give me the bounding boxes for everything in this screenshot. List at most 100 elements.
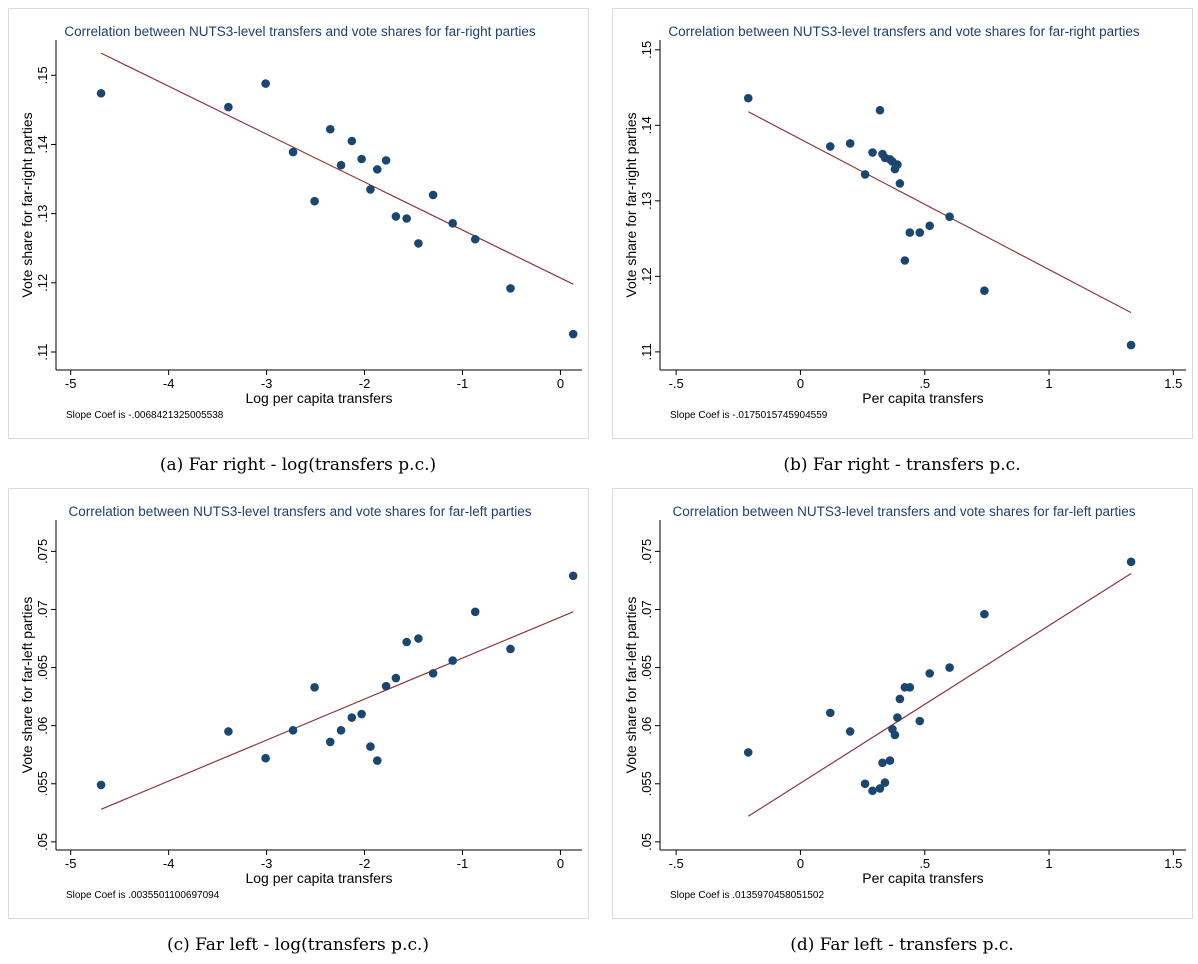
data-point: [224, 102, 233, 112]
y-tick-label: .075: [35, 539, 50, 564]
data-point: [885, 756, 895, 765]
data-point: [336, 726, 346, 735]
data-point: [860, 779, 870, 789]
x-tick-label: -.5: [669, 376, 684, 391]
y-tick-label: .15: [35, 66, 50, 84]
chart-title: Correlation between NUTS3-level transfer…: [668, 24, 1139, 39]
data-point: [336, 160, 346, 170]
data-point: [372, 165, 382, 174]
data-point: [893, 713, 902, 722]
slope-note: Slope Coef is .0035501100697094: [66, 890, 220, 901]
data-point: [414, 239, 423, 248]
y-tick-label: .14: [639, 116, 654, 134]
y-tick-label: .11: [35, 343, 50, 360]
y-tick-label: .055: [35, 771, 50, 796]
y-tick-label: .07: [35, 600, 50, 618]
data-point: [357, 154, 366, 164]
data-point: [96, 780, 106, 790]
slope-note: Slope Coef is -.0175015745904559: [670, 410, 828, 421]
data-point: [96, 88, 106, 98]
x-axis-label: Log per capita transfers: [245, 870, 392, 886]
y-tick-label: .06: [35, 717, 50, 735]
y-tick-label: .065: [35, 655, 50, 680]
data-point: [366, 742, 375, 751]
x-tick-label: .5: [919, 376, 930, 391]
data-point: [347, 713, 357, 722]
data-point: [381, 681, 391, 691]
slope-note: Slope Coef is -.0068421325005538: [66, 410, 224, 421]
data-point: [945, 212, 954, 222]
y-tick-label: .12: [35, 274, 50, 292]
panel-frame: [8, 8, 589, 439]
data-point: [381, 156, 391, 165]
y-axis-label: Vote share for far-left parties: [623, 597, 639, 774]
data-point: [915, 228, 925, 237]
data-point: [905, 683, 915, 692]
data-point: [743, 748, 753, 757]
data-point: [325, 124, 335, 134]
data-point: [288, 147, 298, 157]
x-tick-label: 0: [797, 376, 804, 391]
x-tick-label: .5: [919, 856, 930, 871]
data-point: [470, 234, 480, 244]
x-tick-label: 0: [557, 376, 564, 391]
caption: (b) Far right - transfers p.c.: [783, 455, 1020, 475]
x-tick-label: -1: [457, 856, 469, 871]
caption: (a) Far right - log(transfers p.c.): [160, 455, 436, 475]
x-tick-label: -3: [261, 376, 273, 391]
y-tick-label: .075: [639, 539, 654, 564]
data-point: [845, 727, 855, 736]
x-tick-label: -5: [65, 376, 77, 391]
x-tick-label: -5: [65, 856, 77, 871]
data-point: [448, 219, 458, 228]
chart-title: Correlation between NUTS3-level transfer…: [64, 24, 535, 39]
data-point: [878, 758, 887, 768]
x-tick-label: 0: [797, 856, 804, 871]
data-point: [825, 142, 835, 151]
data-point: [875, 784, 885, 793]
data-point: [875, 105, 885, 115]
x-tick-label: -4: [163, 856, 175, 871]
data-point: [868, 148, 877, 157]
data-point: [310, 196, 319, 206]
y-tick-label: .05: [35, 833, 50, 851]
x-tick-label: 1.5: [1164, 376, 1182, 391]
data-point: [900, 256, 910, 265]
data-point: [402, 214, 411, 223]
data-point: [743, 93, 753, 103]
data-point: [980, 609, 989, 619]
data-point: [905, 228, 915, 237]
x-tick-label: 1.5: [1164, 856, 1182, 871]
chart-panel: Correlation between NUTS3-level transfer…: [612, 8, 1193, 475]
data-point: [402, 637, 411, 647]
chart-panel: Correlation between NUTS3-level transfer…: [8, 488, 589, 955]
data-point: [915, 716, 925, 726]
y-axis-label: Vote share for far-left parties: [19, 597, 35, 774]
fit-line: [100, 52, 574, 285]
y-tick-label: .05: [639, 833, 654, 851]
data-point: [347, 136, 357, 146]
data-point: [372, 756, 382, 765]
data-point: [414, 634, 423, 643]
data-point: [825, 708, 835, 718]
x-tick-label: -4: [163, 376, 175, 391]
y-tick-label: .15: [639, 41, 654, 59]
panel-frame: [612, 488, 1193, 919]
data-point: [288, 726, 298, 735]
x-tick-label: -1: [457, 376, 469, 391]
data-point: [261, 79, 270, 88]
x-axis-label: Log per capita transfers: [245, 390, 392, 406]
data-point: [506, 284, 515, 293]
x-tick-label: 1: [1045, 856, 1052, 871]
chart-title: Correlation between NUTS3-level transfer…: [673, 504, 1136, 519]
fit-line: [100, 611, 574, 810]
data-point: [893, 160, 902, 169]
data-point: [880, 778, 890, 787]
y-tick-label: .11: [639, 343, 654, 360]
data-point: [470, 607, 480, 617]
data-point: [506, 644, 515, 654]
chart-title: Correlation between NUTS3-level transfer…: [69, 504, 532, 519]
data-point: [1126, 340, 1136, 350]
data-point: [860, 170, 870, 179]
